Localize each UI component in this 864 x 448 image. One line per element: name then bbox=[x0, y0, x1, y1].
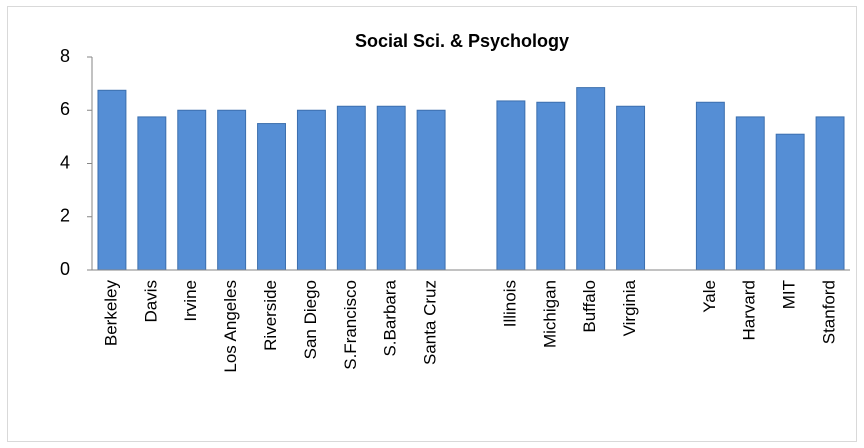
y-tick-label: 6 bbox=[60, 99, 70, 119]
x-tick-label: Davis bbox=[141, 280, 160, 323]
x-tick-label: Yale bbox=[700, 280, 719, 313]
bar bbox=[416, 109, 446, 271]
bar bbox=[695, 101, 725, 271]
x-tick-label: S.Francisco bbox=[341, 280, 360, 370]
y-tick-label: 4 bbox=[60, 152, 70, 172]
x-tick-label: Buffalo bbox=[580, 280, 599, 333]
x-tick-label: Virginia bbox=[620, 279, 639, 336]
bar bbox=[217, 109, 247, 271]
x-tick-label: San Diego bbox=[301, 280, 320, 359]
bar bbox=[815, 116, 845, 271]
x-tick-label: S.Barbara bbox=[381, 279, 400, 356]
bar bbox=[336, 105, 366, 271]
bar bbox=[496, 100, 526, 271]
x-tick-label: Riverside bbox=[261, 280, 280, 351]
x-tick-label: Los Angeles bbox=[221, 280, 240, 373]
x-tick-label: Irvine bbox=[181, 280, 200, 322]
bar bbox=[376, 105, 406, 271]
y-tick-label: 0 bbox=[60, 259, 70, 279]
x-tick-label: Michigan bbox=[540, 280, 559, 348]
chart-title: Social Sci. & Psychology bbox=[355, 31, 569, 51]
bar bbox=[137, 116, 167, 271]
bar bbox=[177, 109, 207, 271]
x-tick-label: Illinois bbox=[500, 280, 519, 327]
x-tick-label: MIT bbox=[780, 280, 799, 309]
bar bbox=[257, 123, 286, 271]
x-tick-label: Stanford bbox=[820, 280, 839, 344]
bar bbox=[576, 87, 606, 271]
y-tick-label: 2 bbox=[60, 206, 70, 226]
bar bbox=[536, 101, 566, 271]
x-tick-label: Berkeley bbox=[101, 280, 120, 347]
x-tick-label: Harvard bbox=[740, 280, 759, 340]
x-tick-label: Santa Cruz bbox=[421, 280, 440, 365]
bar bbox=[296, 109, 326, 271]
bar bbox=[97, 89, 127, 271]
bar bbox=[775, 133, 805, 271]
bar bbox=[616, 105, 646, 271]
bar bbox=[735, 116, 765, 271]
y-tick-label: 8 bbox=[60, 46, 70, 66]
